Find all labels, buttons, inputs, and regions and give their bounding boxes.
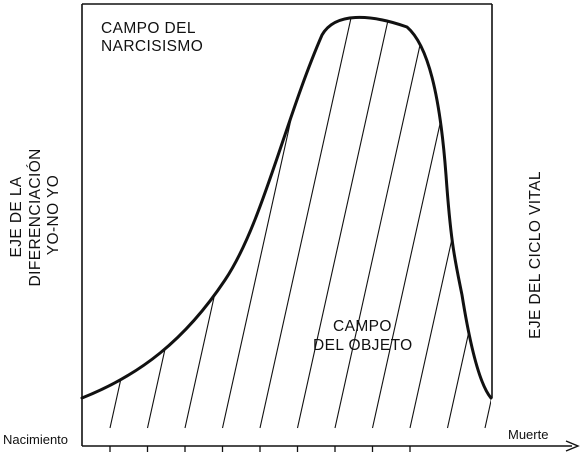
timeline-arrowhead <box>565 440 580 452</box>
narcissism-field-line-1: CAMPO DEL <box>101 20 196 37</box>
hatch-line <box>446 17 491 429</box>
differentiation-axis-line-1: EJE DE LA <box>8 176 25 257</box>
hatch-line <box>334 17 431 429</box>
hatch-line <box>184 17 281 429</box>
hatch-line <box>259 17 356 429</box>
object-field-label: CAMPO DEL OBJETO <box>313 318 413 354</box>
birth-label: Nacimiento <box>3 432 68 447</box>
hatch-line <box>560 0 583 428</box>
narcissism-object-boundary-curve <box>80 15 493 400</box>
differentiation-axis-line-2: DIFERENCIACIÓN <box>27 148 44 286</box>
object-field-hatching <box>109 0 583 429</box>
life-cycle-axis-label: EJE DEL CICLO VITAL <box>527 171 544 339</box>
hatch-line <box>221 17 319 429</box>
hatch-line <box>146 17 244 429</box>
hatch-line <box>371 17 469 429</box>
death-label: Muerte <box>508 427 548 442</box>
hatch-line <box>296 17 394 429</box>
narcissism-field-label: CAMPO DEL NARCISISMO <box>101 20 203 55</box>
object-field-line-2: DEL OBJETO <box>313 337 413 354</box>
hatch-line <box>109 17 206 429</box>
narcissism-field-line-2: NARCISISMO <box>101 38 203 55</box>
object-field-line-1: CAMPO <box>333 318 392 335</box>
timeline-ticks <box>109 446 411 452</box>
hatch-line <box>409 17 491 429</box>
differentiation-axis-line-3: YO-NO YO <box>45 175 62 255</box>
differentiation-axis-label: EJE DE LA DIFERENCIACIÓN YO-NO YO <box>8 144 62 287</box>
